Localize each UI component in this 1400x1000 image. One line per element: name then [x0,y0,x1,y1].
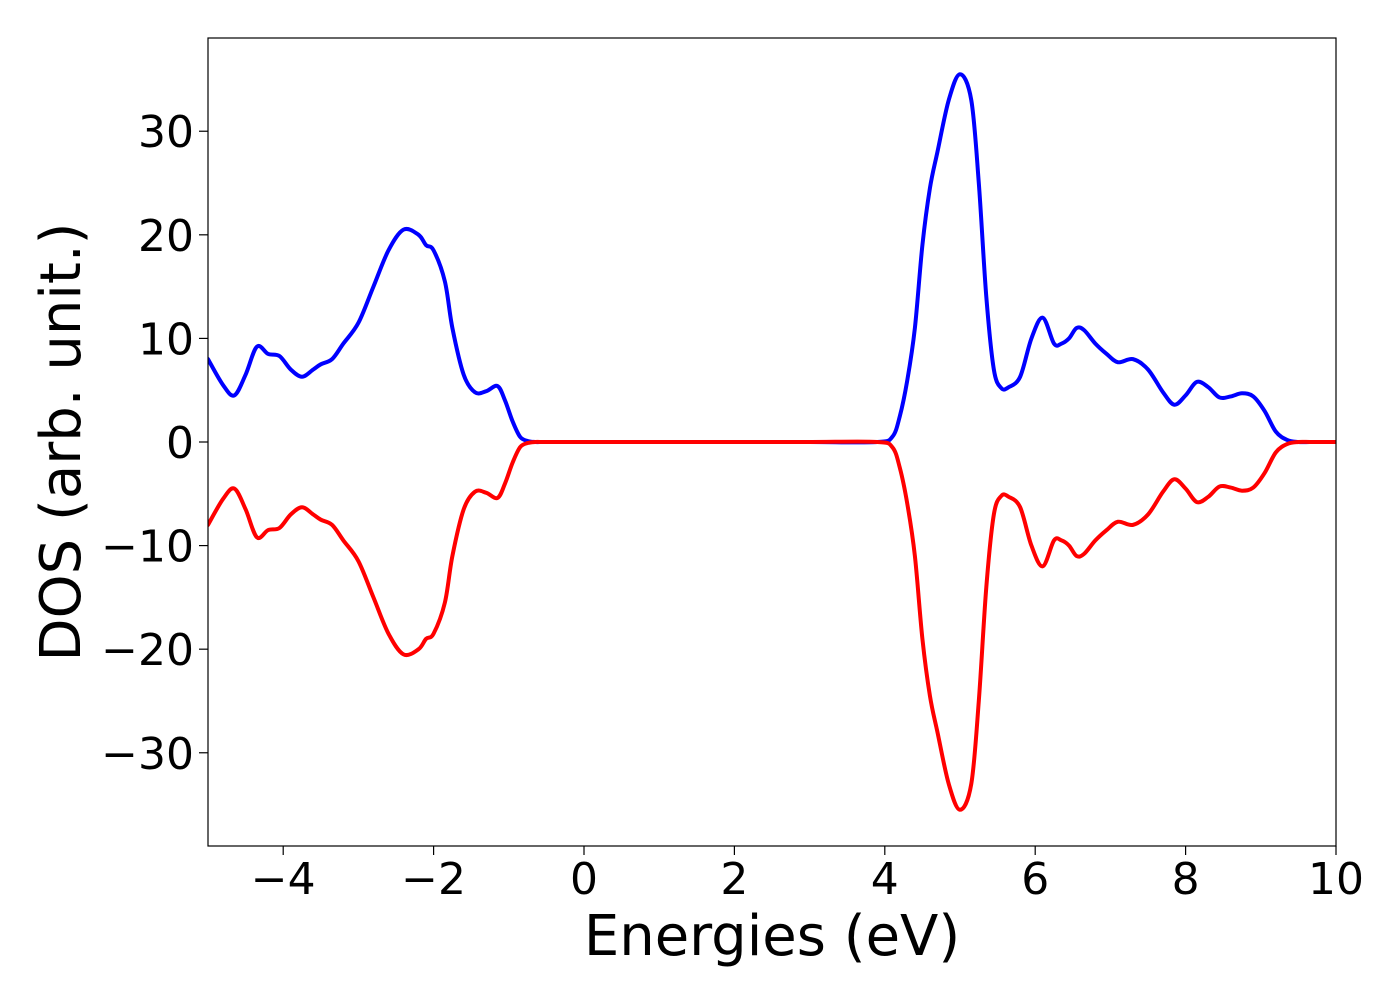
y-tick-label: 10 [138,314,194,365]
x-tick-label: 0 [570,854,598,905]
x-tick-label: 6 [1021,854,1049,905]
y-tick-label: 0 [166,418,194,469]
x-tick-label: 8 [1172,854,1200,905]
x-tick-label: 10 [1308,854,1364,905]
x-tick-label: −4 [251,854,316,905]
y-tick-label: 20 [138,211,194,262]
y-tick-label: −10 [101,522,194,573]
x-axis-label: Energies (eV) [584,904,960,969]
x-tick-label: −2 [401,854,466,905]
y-axis-ticks: −30 −20 −10 0 10 20 30 [101,107,208,780]
x-axis-ticks: −4 −2 0 2 4 6 8 10 [251,846,1364,905]
y-tick-label: 30 [138,107,194,158]
x-tick-label: 2 [720,854,748,905]
series-layer [208,72,1336,812]
y-axis-label: DOS (arb. unit.) [29,222,94,661]
series-line-1 [208,72,1336,445]
series-line-2 [208,439,1336,812]
x-tick-label: 4 [871,854,899,905]
y-tick-label: −30 [101,729,194,780]
y-tick-label: −20 [101,625,194,676]
